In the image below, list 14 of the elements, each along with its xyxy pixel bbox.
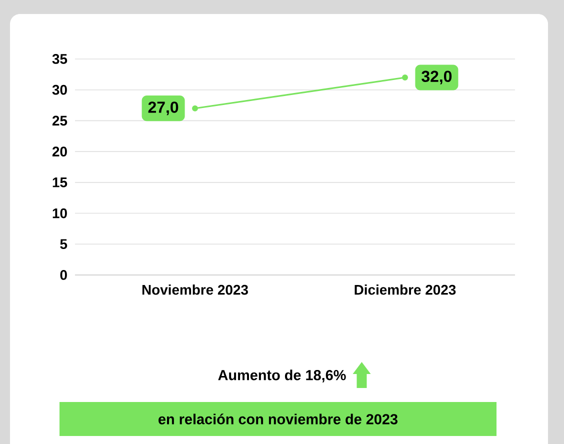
y-tick-label: 10 bbox=[52, 208, 67, 218]
text: en relación con noviembre de 2023 bbox=[158, 414, 398, 424]
text: Aumento de 18,6% bbox=[218, 370, 346, 382]
y-tick-label: 30 bbox=[52, 84, 67, 95]
y-tick-label: 35 bbox=[52, 54, 68, 64]
data-label: 27,0 bbox=[148, 102, 178, 116]
x-tick-label: Noviembre 2023 bbox=[142, 284, 248, 295]
data-label: 32,0 bbox=[422, 70, 452, 84]
y-tick-label: 5 bbox=[60, 239, 68, 249]
y-tick-label: 15 bbox=[52, 178, 68, 188]
x-tick-label: Diciembre 2023 bbox=[354, 284, 456, 295]
y-tick-label: 0 bbox=[60, 270, 67, 280]
y-tick-label: 25 bbox=[52, 116, 68, 126]
y-tick-label: 20 bbox=[52, 146, 67, 156]
